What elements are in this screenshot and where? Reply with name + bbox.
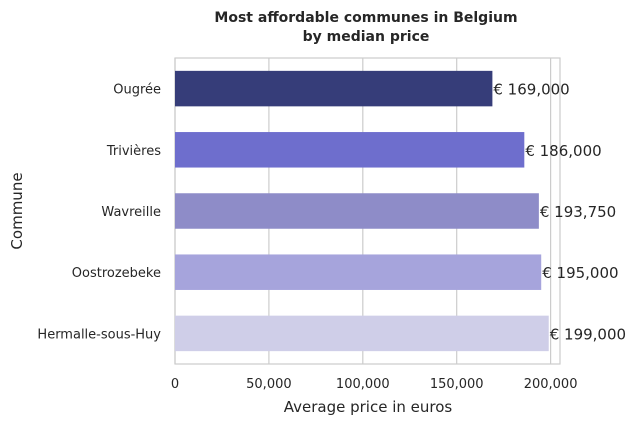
data-label: € 199,000: [550, 325, 626, 343]
bar: [175, 70, 493, 107]
bar: [175, 193, 539, 229]
x-tick-label: 150,000: [430, 377, 484, 392]
x-tick-label: 100,000: [336, 377, 390, 392]
x-tick-label: 50,000: [246, 377, 292, 392]
x-tick-labels: 0 50,000 100,000 150,000 200,000: [171, 377, 578, 392]
chart-title: Most affordable communes in Belgium: [214, 10, 517, 26]
y-tick-labels: Ougrée Trivières Wavreille Oostrozebeke Herm…: [37, 83, 161, 343]
bar: [175, 132, 525, 168]
bar: [175, 254, 542, 290]
data-label: € 195,000: [542, 264, 618, 282]
y-axis-label: Commune: [8, 172, 26, 249]
x-tick-label: 0: [171, 377, 179, 392]
x-tick-label: 200,000: [524, 377, 578, 392]
y-tick-label: Trivières: [106, 144, 161, 159]
chart-subtitle: by median price: [303, 29, 430, 45]
data-label: € 169,000: [493, 81, 569, 99]
y-tick-label: Ougrée: [113, 83, 161, 98]
data-label: € 186,000: [525, 142, 601, 160]
x-axis-label: Average price in euros: [284, 398, 453, 416]
y-tick-label: Wavreille: [101, 205, 161, 220]
data-labels: € 169,000 € 186,000 € 193,750 € 195,000 € 19…: [493, 81, 626, 344]
bar: [175, 315, 549, 352]
data-label: € 193,750: [540, 203, 616, 221]
y-tick-label: Hermalle-sous-Huy: [37, 327, 161, 342]
y-tick-label: Oostrozebeke: [72, 266, 161, 281]
bars: [175, 70, 549, 352]
